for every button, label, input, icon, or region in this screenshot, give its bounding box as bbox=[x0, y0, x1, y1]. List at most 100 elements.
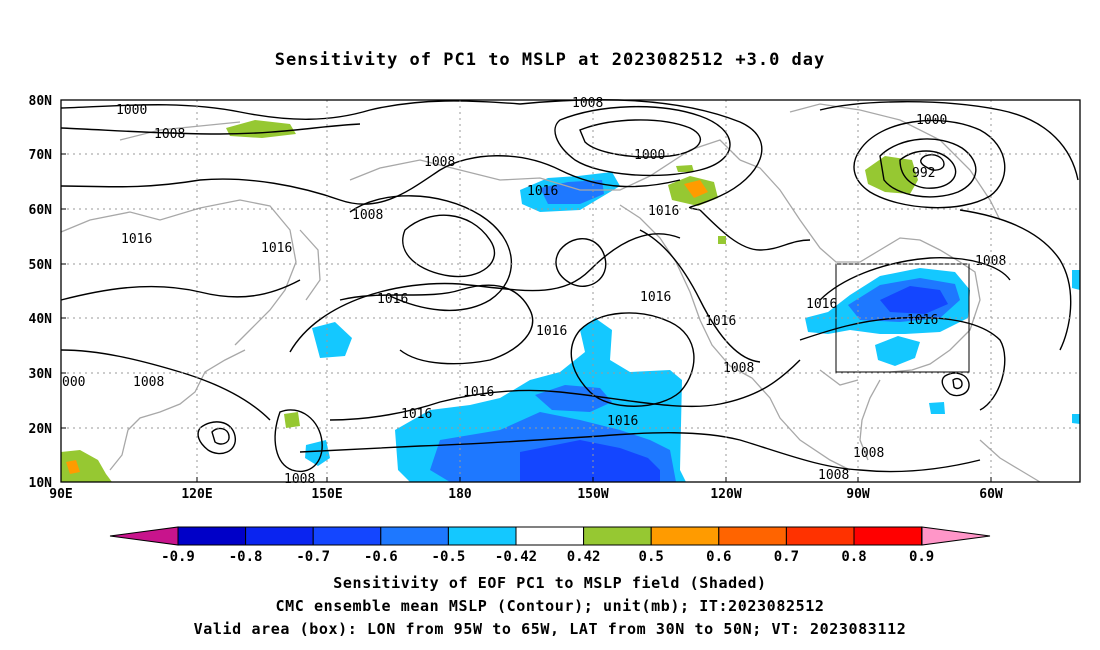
lat-label: 80N bbox=[29, 94, 53, 109]
graticule bbox=[61, 100, 1080, 482]
contour-label: 1008 bbox=[284, 472, 315, 487]
lon-label: 90E bbox=[49, 487, 72, 502]
contour-label: 1016 bbox=[705, 314, 736, 329]
contour-label: 1016 bbox=[648, 204, 679, 219]
lat-labels: 80N 70N 60N 50N 40N 30N 20N 10N bbox=[29, 94, 53, 491]
footer-line-1: Sensitivity of EOF PC1 to MSLP field (Sh… bbox=[333, 574, 767, 592]
contour-label: 992 bbox=[912, 166, 935, 181]
colorbar-bin bbox=[177, 526, 247, 546]
contour-label: 1000 bbox=[116, 103, 147, 118]
lon-label: 90W bbox=[846, 487, 870, 502]
contour-labels: 1000 1008 1008 1000 1000 992 1008 1016 1… bbox=[62, 96, 1006, 487]
coastlines bbox=[60, 103, 1041, 483]
colorbar-bin bbox=[245, 526, 314, 546]
colorbar-bin bbox=[312, 526, 382, 546]
shaded-sensitivity bbox=[61, 120, 1080, 482]
contour-label: 1008 bbox=[154, 127, 185, 142]
colorbar-tick-label: 0.5 bbox=[639, 549, 664, 565]
positive-region-canada-core bbox=[684, 180, 708, 198]
colorbar-tick-label: 0.8 bbox=[841, 549, 866, 565]
colorbar-bin bbox=[583, 526, 652, 546]
colorbar-bin bbox=[650, 526, 720, 546]
contour-label: 1016 bbox=[463, 385, 494, 400]
colorbar-tick-label: -0.5 bbox=[432, 549, 466, 565]
colorbar-bin bbox=[447, 526, 517, 546]
contour-label: 1008 bbox=[723, 361, 754, 376]
colorbar-bin bbox=[515, 526, 585, 546]
lon-labels: 90E 120E 150E 180 150W 120W 90W 60W bbox=[49, 487, 1003, 502]
contour-label: 000 bbox=[62, 375, 85, 390]
footer-line-2: CMC ensemble mean MSLP (Contour); unit(m… bbox=[275, 597, 825, 615]
colorbar-under-arrow bbox=[109, 526, 179, 546]
contour-label: 1008 bbox=[352, 208, 383, 223]
chart-title: Sensitivity of PC1 to MSLP at 2023082512… bbox=[274, 50, 826, 70]
positive-region-small-2 bbox=[284, 412, 300, 428]
ticks bbox=[61, 99, 992, 482]
colorbar-tick-label: 0.42 bbox=[567, 549, 601, 565]
contour-label: 1016 bbox=[806, 297, 837, 312]
contour-label: 1008 bbox=[853, 446, 884, 461]
negative-region-japan-east bbox=[312, 322, 352, 358]
colorbar-tick-label: -0.42 bbox=[495, 549, 537, 565]
positive-region-greenland bbox=[865, 156, 918, 194]
contour-label: 1016 bbox=[536, 324, 567, 339]
contour-label: 1016 bbox=[121, 232, 152, 247]
negative-region-small-1 bbox=[305, 440, 330, 466]
colorbar-tick-label: -0.7 bbox=[296, 549, 330, 565]
negative-region-eastern-us-core-2 bbox=[880, 286, 948, 314]
colorbar: -0.9 -0.8 -0.7 -0.6 -0.5 -0.42 0.42 0.5 0.6 0.7 0.… bbox=[109, 526, 991, 565]
colorbar-tick-label: 0.9 bbox=[909, 549, 934, 565]
contour-label: 1008 bbox=[133, 375, 164, 390]
contour-label: 1008 bbox=[424, 155, 455, 170]
positive-region-sw-corner bbox=[61, 450, 112, 482]
colorbar-tick-label: -0.9 bbox=[161, 549, 195, 565]
lon-label: 150E bbox=[311, 487, 342, 502]
lat-label: 30N bbox=[29, 367, 53, 382]
lat-label: 60N bbox=[29, 203, 53, 218]
lat-label: 10N bbox=[29, 476, 53, 491]
contour-label: 1016 bbox=[527, 184, 558, 199]
colorbar-bin bbox=[380, 526, 449, 546]
contour-label: 1016 bbox=[261, 241, 292, 256]
colorbar-tick-label: 0.6 bbox=[706, 549, 731, 565]
mslp-contours bbox=[60, 99, 1079, 473]
lon-label: 180 bbox=[448, 487, 472, 502]
positive-region-sw-corner-core bbox=[66, 460, 80, 474]
negative-region-core-2 bbox=[520, 440, 660, 482]
contour-label: 1016 bbox=[377, 292, 408, 307]
contour-label: 1008 bbox=[818, 468, 849, 483]
contour-label: 1016 bbox=[401, 407, 432, 422]
positive-region-small-1 bbox=[676, 165, 694, 172]
negative-region-small-3 bbox=[1072, 270, 1080, 290]
colorbar-tick-label: 0.7 bbox=[774, 549, 799, 565]
colorbar-tick-label: -0.8 bbox=[229, 549, 263, 565]
colorbar-bin bbox=[785, 526, 855, 546]
lat-label: 40N bbox=[29, 312, 53, 327]
colorbar-bin bbox=[718, 526, 787, 546]
lat-label: 20N bbox=[29, 422, 53, 437]
contour-label: 1008 bbox=[975, 254, 1006, 269]
negative-region-gulf bbox=[875, 336, 920, 366]
contour-label: 1008 bbox=[572, 96, 603, 111]
negative-region-small-2 bbox=[929, 402, 945, 414]
contour-label: 1016 bbox=[607, 414, 638, 429]
negative-region-small-4 bbox=[1072, 414, 1080, 424]
contour-label: 1016 bbox=[640, 290, 671, 305]
lon-label: 120W bbox=[710, 487, 741, 502]
negative-region-alaska-core bbox=[540, 180, 604, 204]
colorbar-tick-label: -0.6 bbox=[364, 549, 398, 565]
lat-label: 50N bbox=[29, 258, 53, 273]
lat-label: 70N bbox=[29, 148, 53, 163]
lon-label: 150W bbox=[577, 487, 608, 502]
colorbar-over-arrow bbox=[921, 526, 991, 546]
lon-label: 60W bbox=[979, 487, 1003, 502]
lon-label: 120E bbox=[181, 487, 212, 502]
positive-region-small-3 bbox=[718, 236, 726, 244]
contour-label: 1000 bbox=[916, 113, 947, 128]
contour-label: 1016 bbox=[907, 313, 938, 328]
contour-label: 1000 bbox=[634, 148, 665, 163]
colorbar-bin bbox=[853, 526, 923, 546]
map-frame bbox=[60, 99, 1081, 483]
footer-line-3: Valid area (box): LON from 95W to 65W, L… bbox=[193, 620, 907, 638]
